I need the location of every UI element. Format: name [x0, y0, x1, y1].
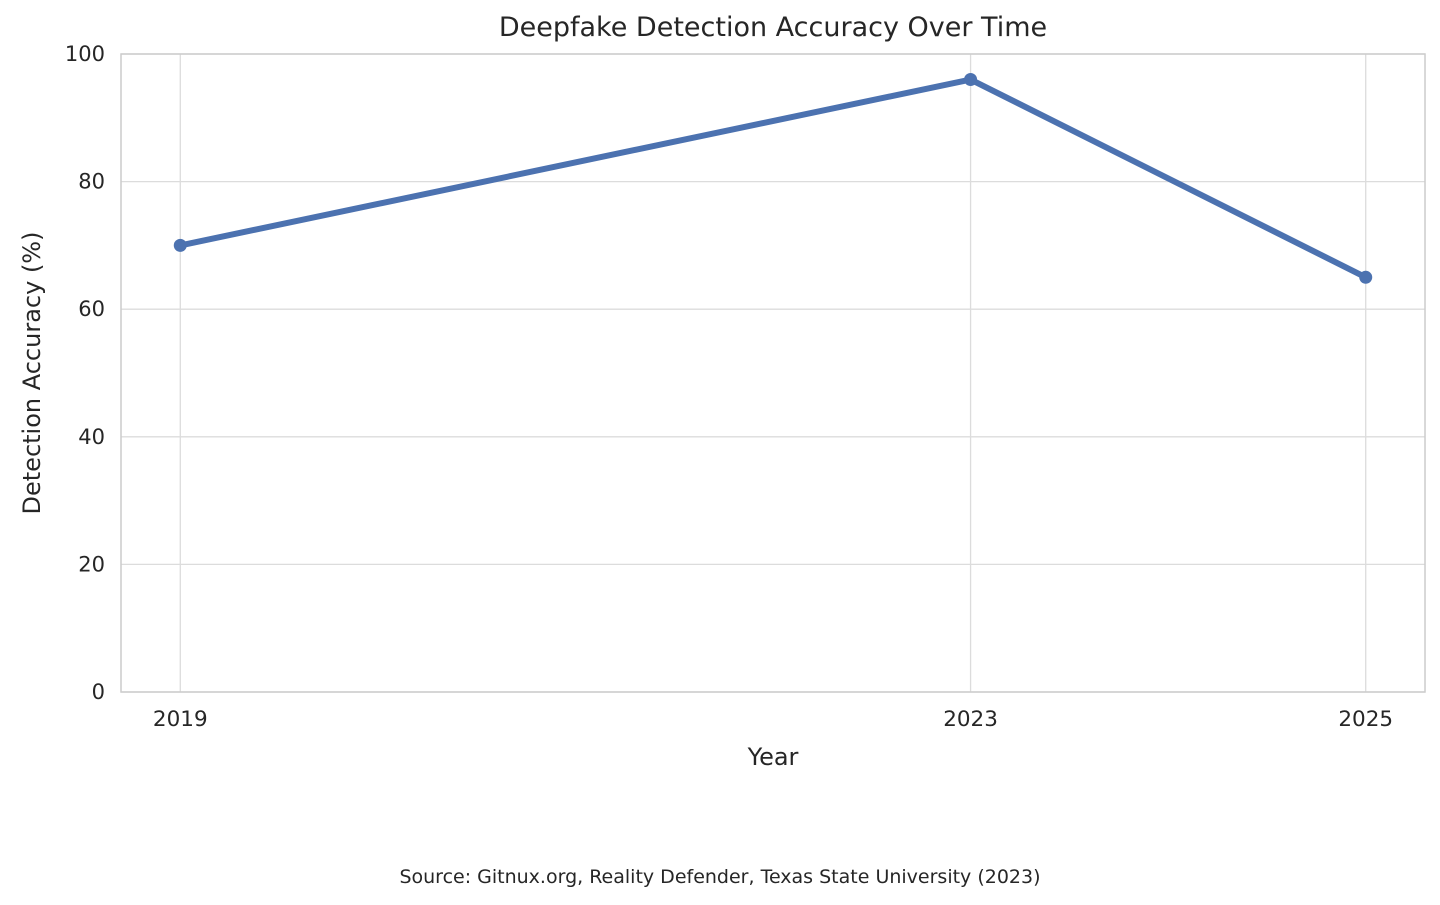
data-point-marker [1359, 270, 1373, 284]
chart-title: Deepfake Detection Accuracy Over Time [498, 12, 1048, 43]
y-tick-label: 40 [78, 425, 105, 449]
y-tick-label: 20 [78, 552, 105, 576]
data-line [177, 76, 1369, 281]
plot-border [120, 53, 1426, 693]
y-tick-label: 80 [78, 170, 105, 194]
source-caption: Source: Gitnux.org, Reality Defender, Te… [399, 866, 1041, 888]
y-tick-label: 0 [92, 680, 105, 704]
y-tick-label: 100 [65, 42, 105, 66]
x-tick-label: 2023 [943, 707, 998, 732]
x-axis-label: Year [747, 743, 799, 771]
x-tick-label: 2019 [153, 707, 208, 732]
y-tick-label: 60 [78, 297, 105, 321]
data-point-marker [964, 73, 978, 87]
x-tick-label: 2025 [1338, 707, 1393, 732]
data-point-marker [173, 238, 187, 252]
